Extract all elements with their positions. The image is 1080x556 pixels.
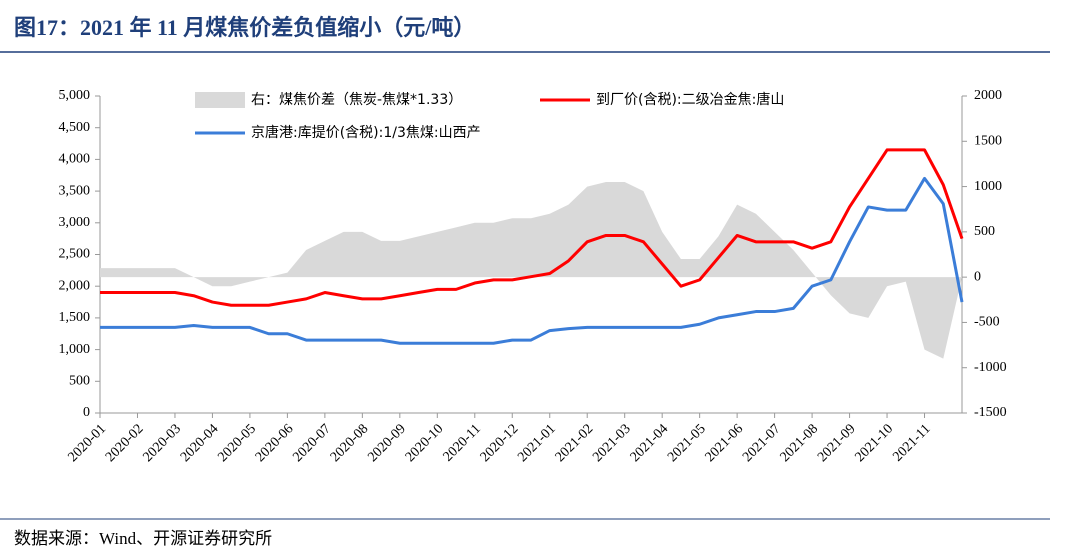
y-tick-label: 5,000 (59, 88, 91, 103)
source: 数据来源：Wind、开源证券研究所 (14, 529, 272, 548)
y-tick-label: 0 (83, 405, 90, 420)
y2-tick-label: 500 (974, 224, 995, 239)
x-tick-label: 2021-11 (890, 421, 933, 464)
legend-swatch (195, 92, 245, 108)
x-tick-label: 2020-03 (140, 421, 184, 465)
y2-tick-label: 1500 (974, 134, 1002, 149)
x-tick-label: 2021-04 (628, 421, 672, 465)
x-tick-label: 2020-06 (253, 421, 297, 465)
legend-label: 京唐港:库提价(含税):1/3焦煤:山西产 (251, 124, 481, 141)
x-tick-label: 2021-05 (665, 421, 709, 465)
y2-tick-label: -1500 (974, 405, 1007, 420)
chart-title: 图17：2021 年 11 月煤焦价差负值缩小（元/吨） (14, 15, 475, 40)
y2-tick-label: 2000 (974, 88, 1002, 103)
x-tick-label: 2020-04 (178, 421, 222, 465)
x-tick-label: 2021-02 (553, 421, 597, 465)
spread-area (100, 182, 962, 359)
x-tick-label: 2020-02 (103, 421, 147, 465)
y-tick-label: 500 (69, 374, 90, 389)
y-tick-label: 4,000 (59, 152, 91, 167)
price-line (100, 148, 964, 307)
x-tick-label: 2021-03 (590, 421, 634, 465)
x-tick-label: 2021-06 (703, 421, 747, 465)
y-tick-label: 1,000 (59, 342, 91, 357)
y-tick-label: 1,500 (59, 310, 91, 325)
y2-tick-label: -500 (974, 315, 1000, 330)
x-tick-label: 2021-08 (778, 421, 822, 465)
y-tick-label: 3,500 (59, 183, 91, 198)
x-tick-label: 2020-08 (328, 421, 372, 465)
x-tick-label: 2020-10 (403, 421, 447, 465)
x-tick-label: 2020-09 (365, 421, 409, 465)
x-tick-label: 2020-05 (215, 421, 259, 465)
x-tick-label: 2020-01 (65, 421, 109, 465)
x-tick-label: 2021-07 (740, 421, 784, 465)
x-tick-label: 2021-01 (515, 421, 559, 465)
y2-tick-label: 1000 (974, 179, 1002, 194)
x-tick-label: 2020-11 (441, 421, 484, 464)
legend-label: 右：煤焦价差（焦炭-焦煤*1.33） (251, 92, 462, 108)
x-tick-label: 2021-10 (853, 421, 897, 465)
x-tick-label: 2020-12 (478, 421, 522, 465)
x-tick-label: 2020-07 (290, 421, 334, 465)
y2-tick-label: 0 (974, 269, 981, 284)
y-tick-label: 2,500 (59, 247, 91, 262)
y-tick-label: 3,000 (59, 215, 91, 230)
y-tick-label: 4,500 (59, 120, 91, 135)
price-line (100, 176, 964, 345)
y-tick-label: 2,000 (59, 278, 91, 293)
legend-label: 到厂价(含税):二级冶金焦:唐山 (596, 91, 784, 108)
x-tick-label: 2021-09 (815, 421, 859, 465)
y2-tick-label: -1000 (974, 360, 1007, 375)
